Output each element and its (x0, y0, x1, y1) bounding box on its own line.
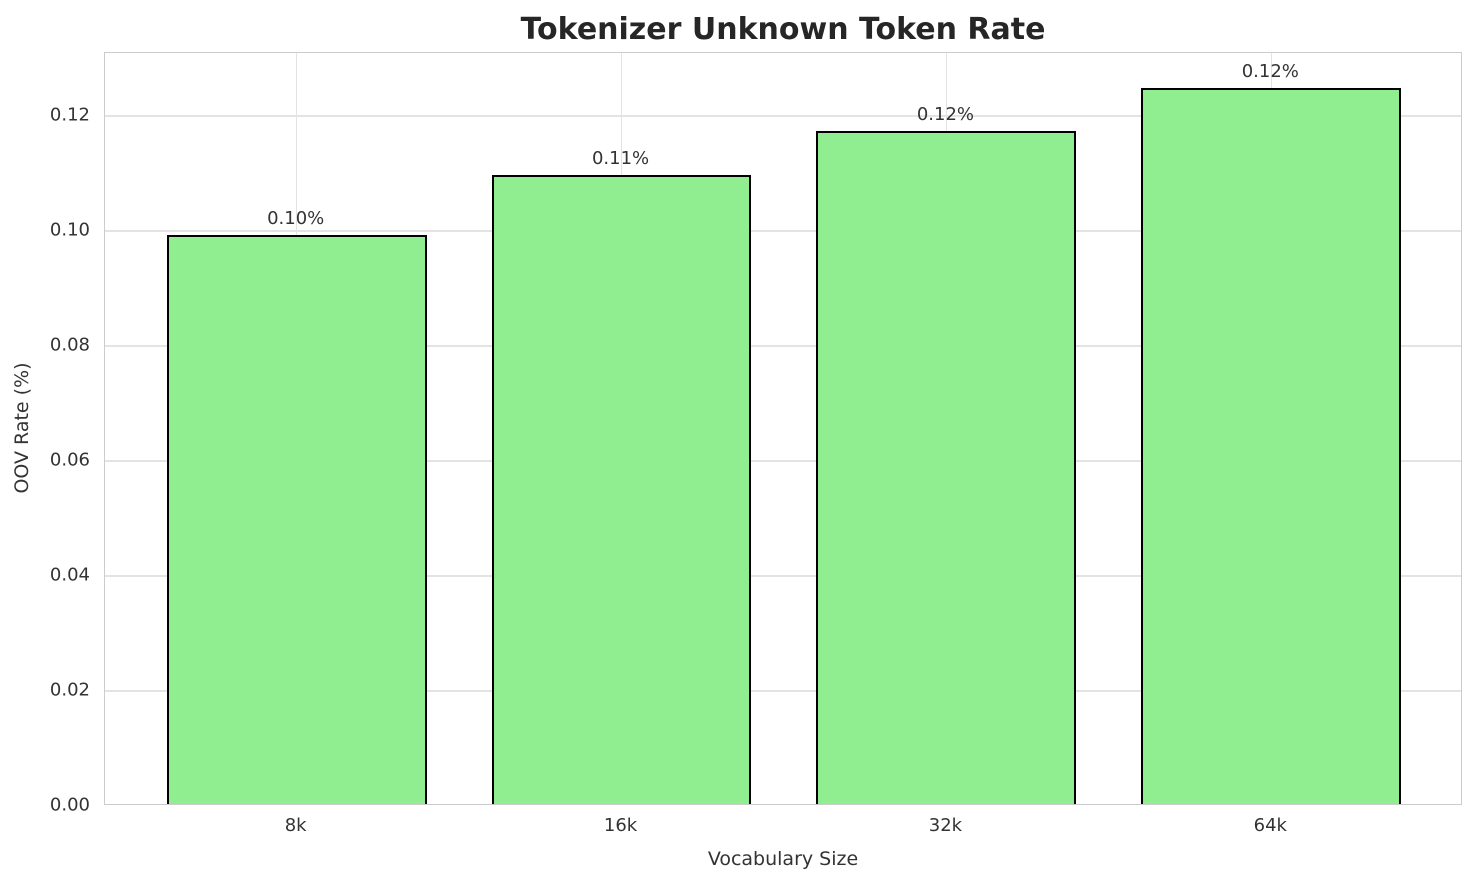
bar-32k (816, 131, 1077, 804)
chart-title: Tokenizer Unknown Token Rate (520, 12, 1046, 47)
x-tick-label: 32k (928, 815, 963, 836)
y-gridline (105, 230, 1461, 232)
bar-value-label: 0.11% (591, 147, 650, 169)
bar-value-label: 0.12% (1241, 61, 1299, 83)
y-axis-label: OOV Rate (%) (11, 362, 33, 494)
x-tick-label: 8k (284, 815, 307, 836)
y-tick-label: 0.02 (49, 679, 90, 701)
x-axis-label: Vocabulary Size (707, 848, 859, 870)
y-tick-label: 0.08 (49, 334, 90, 356)
y-gridline (105, 690, 1461, 692)
bar-8k (166, 234, 427, 804)
y-gridline (105, 460, 1461, 462)
x-tick-label: 64k (1253, 815, 1287, 836)
y-gridline (105, 115, 1461, 117)
y-tick-label: 0.00 (49, 794, 90, 816)
x-tick-label: 16k (603, 815, 638, 836)
bar-value-label: 0.10% (267, 207, 325, 229)
y-tick-label: 0.04 (49, 564, 90, 586)
bar-64k (1141, 88, 1402, 804)
plot-area (104, 52, 1462, 805)
y-tick-label: 0.10 (49, 219, 90, 241)
y-tick-label: 0.06 (49, 449, 90, 471)
bar-value-label: 0.12% (916, 104, 975, 126)
y-gridline (105, 575, 1461, 577)
y-gridline (105, 345, 1461, 347)
bar-16k (491, 174, 752, 804)
y-tick-label: 0.12 (49, 104, 90, 126)
